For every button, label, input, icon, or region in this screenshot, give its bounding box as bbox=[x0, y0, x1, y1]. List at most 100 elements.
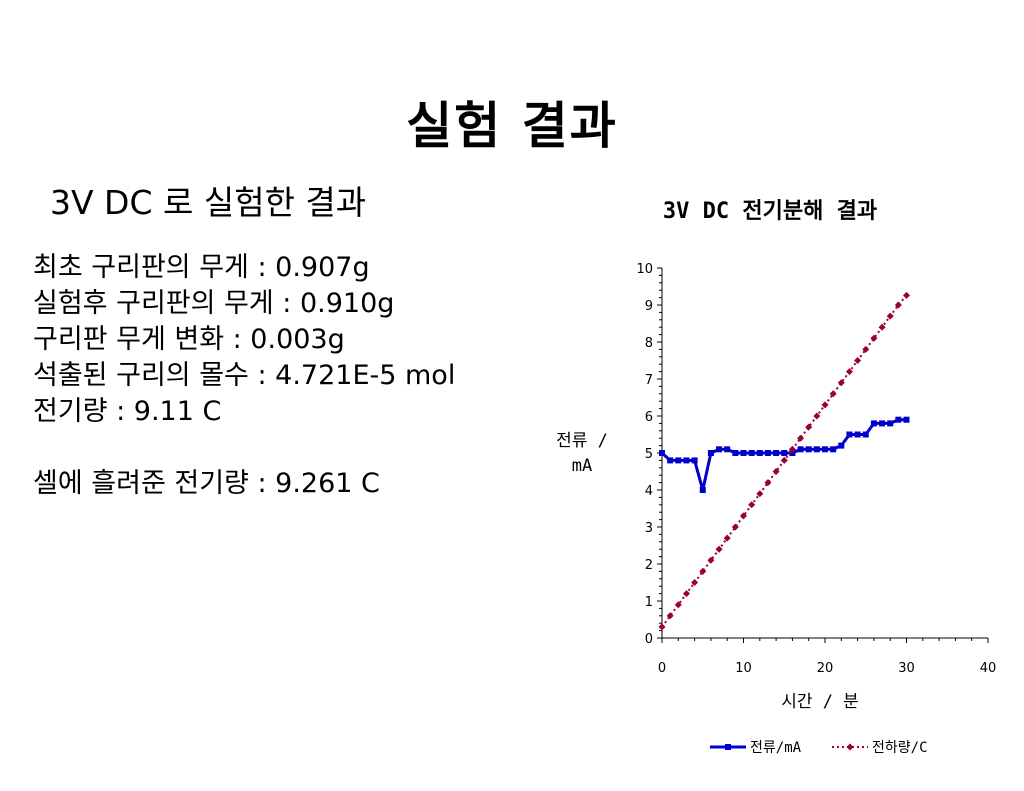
final-copper-weight: 실험후 구리판의 무게 : 0.910g bbox=[33, 288, 395, 319]
data-point bbox=[862, 431, 869, 438]
data-point bbox=[805, 423, 813, 431]
data-point bbox=[716, 446, 723, 453]
data-point bbox=[756, 450, 763, 456]
data-point bbox=[903, 416, 910, 423]
x-tick-label: 0 bbox=[658, 661, 666, 676]
y-tick-label: 8 bbox=[645, 336, 653, 351]
data-point bbox=[829, 390, 837, 398]
copper-weight-change: 구리판 무게 변화 : 0.003g bbox=[33, 324, 345, 355]
y-tick-label: 5 bbox=[645, 447, 653, 462]
data-point bbox=[740, 512, 747, 520]
data-point bbox=[772, 468, 780, 475]
data-point bbox=[879, 420, 886, 427]
data-point bbox=[895, 416, 902, 423]
slide-subtitle: 3V DC 로 실험한 결과 bbox=[50, 183, 367, 222]
data-point bbox=[658, 623, 666, 631]
x-tick-label: 40 bbox=[980, 661, 997, 676]
chart-title: 3V DC 전기분해 결과 bbox=[662, 199, 878, 224]
series-1 bbox=[658, 291, 910, 631]
x-axis-title: 시간 / 분 bbox=[781, 692, 859, 712]
y-tick-label: 7 bbox=[645, 373, 653, 388]
data-point bbox=[870, 334, 878, 342]
x-tick-label: 20 bbox=[817, 661, 834, 676]
y-tick-label: 4 bbox=[645, 484, 653, 499]
data-point bbox=[748, 450, 755, 456]
data-point bbox=[659, 450, 665, 456]
data-point bbox=[780, 456, 788, 464]
data-point bbox=[878, 323, 886, 331]
data-point bbox=[837, 379, 845, 387]
x-tick-label: 30 bbox=[898, 661, 915, 676]
electric-charge: 전기량 : 9.11 C bbox=[33, 396, 222, 427]
data-point bbox=[846, 431, 853, 438]
data-point bbox=[797, 446, 804, 453]
chart-labels: 0 1 2 3 4 5 6 7 8 9 10 0 10 20 30 40 전류 / mA 시간 / 분 bbox=[556, 262, 996, 712]
legend-item-0: 전류/mA bbox=[710, 740, 802, 756]
data-point bbox=[854, 431, 861, 438]
y-axis-title: 전류 / mA bbox=[556, 431, 608, 476]
data-point bbox=[781, 450, 788, 456]
data-point bbox=[813, 446, 820, 453]
data-point bbox=[674, 601, 682, 609]
data-point bbox=[675, 457, 682, 464]
data-point bbox=[764, 479, 772, 487]
chart-legend: 전류/mA 전하량/C bbox=[710, 740, 928, 756]
data-point bbox=[862, 345, 870, 353]
data-point bbox=[845, 368, 853, 376]
data-point bbox=[854, 357, 862, 364]
chart-series bbox=[658, 291, 910, 631]
data-point bbox=[723, 534, 731, 542]
data-point bbox=[682, 590, 690, 598]
data-point bbox=[764, 450, 771, 456]
data-point bbox=[683, 457, 690, 464]
y-tick-label: 2 bbox=[645, 558, 653, 573]
data-point bbox=[821, 401, 829, 409]
data-point bbox=[666, 612, 674, 620]
x-tick-label: 10 bbox=[735, 661, 752, 676]
supplied-charge: 셀에 흘려준 전기량 : 9.261 C bbox=[33, 468, 380, 499]
data-point bbox=[699, 567, 707, 575]
data-point bbox=[870, 420, 877, 427]
results-list: 최초 구리판의 무게 : 0.907g 실험후 구리판의 무게 : 0.910g… bbox=[33, 250, 455, 502]
data-point bbox=[715, 545, 723, 553]
data-point bbox=[903, 291, 910, 299]
data-point bbox=[887, 420, 894, 427]
legend-label: 전하량/C bbox=[872, 740, 928, 756]
legend-marker bbox=[846, 743, 854, 751]
legend-label: 전류/mA bbox=[750, 740, 802, 756]
data-point bbox=[805, 446, 812, 453]
legend-item-1: 전하량/C bbox=[832, 740, 928, 756]
data-point bbox=[894, 301, 902, 309]
y-tick-label: 0 bbox=[645, 632, 653, 647]
deposited-copper-moles: 석출된 구리의 몰수 : 4.721E-5 mol bbox=[33, 360, 456, 391]
y-tick-label: 9 bbox=[645, 299, 653, 314]
y-tick-label: 3 bbox=[645, 521, 653, 536]
data-point bbox=[789, 450, 796, 456]
data-point bbox=[667, 457, 674, 464]
chart-axes bbox=[657, 267, 989, 643]
y-tick-label: 10 bbox=[636, 262, 653, 277]
legend-marker bbox=[725, 744, 731, 750]
data-point bbox=[822, 446, 828, 453]
data-point bbox=[886, 312, 894, 320]
initial-copper-weight: 최초 구리판의 무게 : 0.907g bbox=[33, 252, 370, 283]
data-point bbox=[788, 445, 796, 453]
data-point bbox=[699, 487, 706, 493]
data-point bbox=[756, 490, 764, 498]
y-tick-label: 6 bbox=[645, 410, 653, 425]
data-point bbox=[773, 450, 780, 456]
series-0 bbox=[659, 416, 910, 493]
data-point bbox=[707, 556, 715, 564]
data-point bbox=[731, 523, 739, 531]
data-point bbox=[813, 412, 821, 420]
data-point bbox=[732, 450, 739, 456]
y-tick-label: 1 bbox=[645, 595, 653, 610]
data-point bbox=[707, 450, 714, 456]
data-point bbox=[691, 579, 699, 586]
data-point bbox=[838, 442, 845, 449]
data-point bbox=[797, 434, 805, 442]
slide-title: 실험 결과 bbox=[406, 97, 618, 155]
data-point bbox=[724, 446, 731, 453]
data-point bbox=[748, 501, 756, 509]
